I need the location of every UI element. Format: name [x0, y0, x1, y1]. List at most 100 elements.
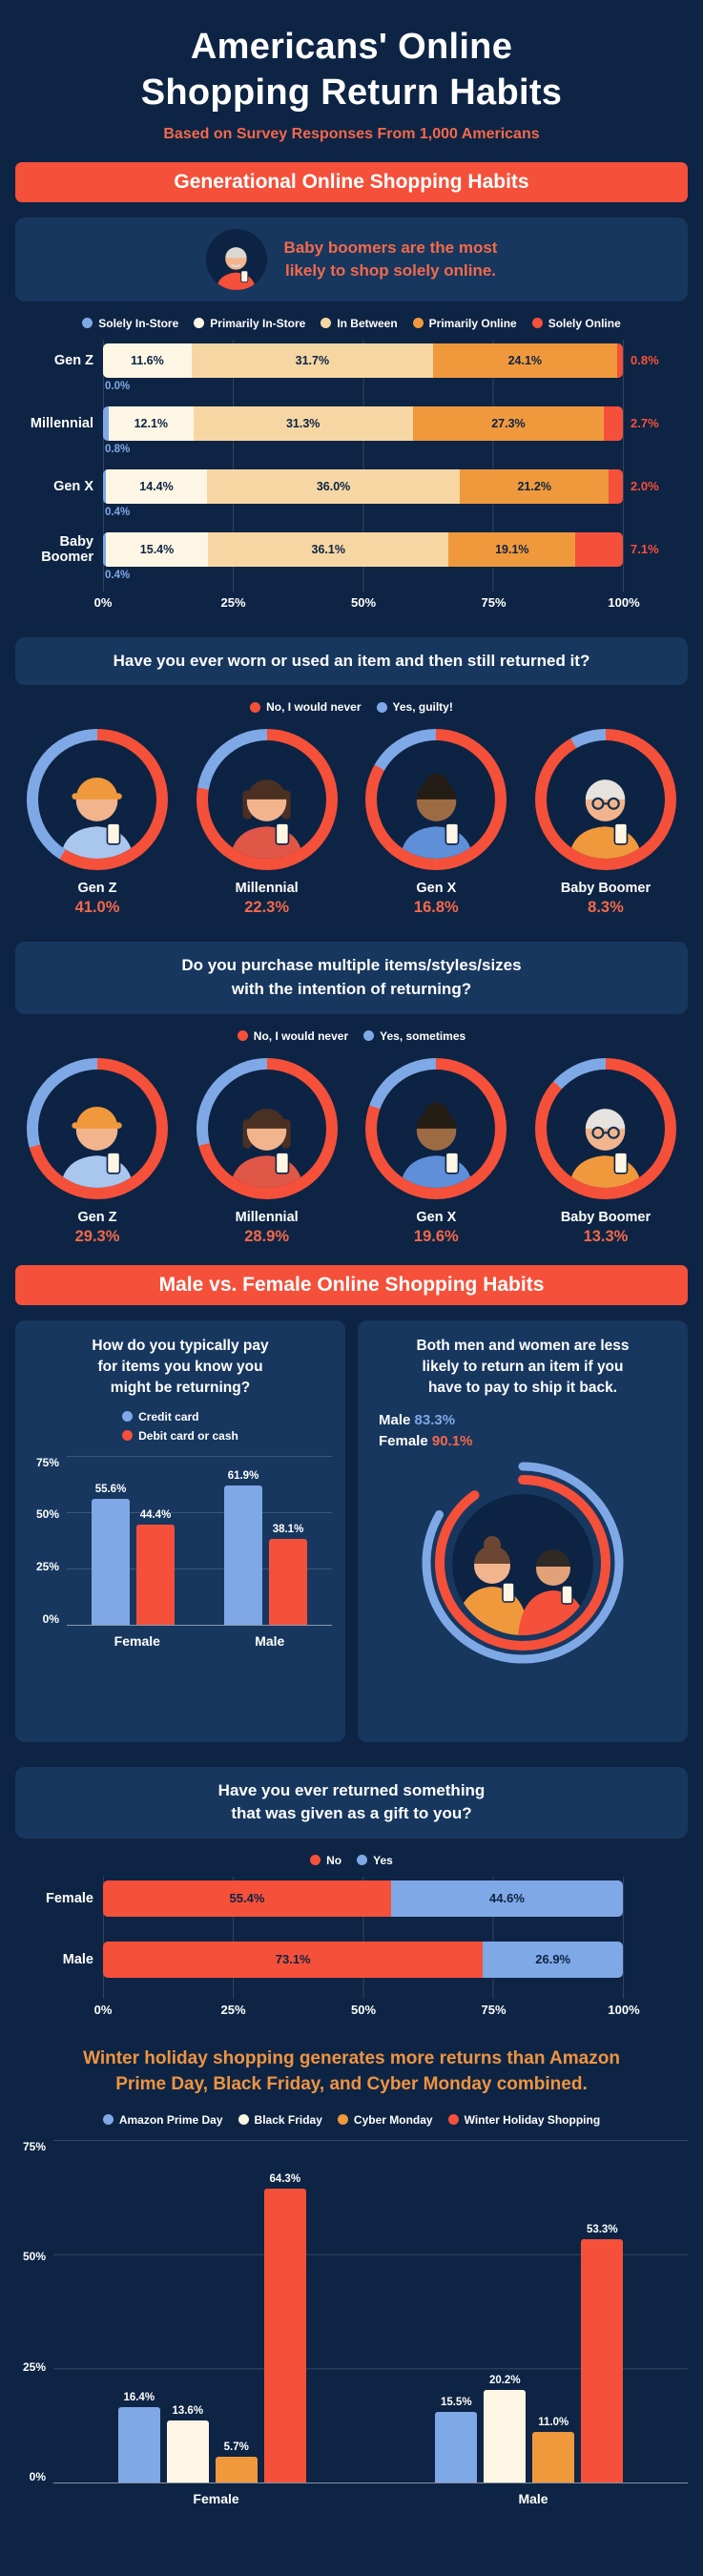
page-title-line1: Americans' Online — [190, 27, 513, 67]
payment-panel-title: How do you typically pay for items you k… — [92, 1337, 269, 1396]
group-female: 16.4% 13.6% 5.7% 64.3% — [117, 2140, 306, 2483]
bar-debit-cash — [269, 1538, 307, 1625]
donut-value: 41.0% — [74, 899, 120, 917]
segment-solely-online — [609, 468, 623, 504]
solely-online-callout-value: 0.8% — [631, 353, 659, 368]
gift-return-bars: Female 55.4% 44.6% Male 73.1% 26.9% 0% 2… — [15, 1876, 688, 2020]
gift-legend: No Yes — [15, 1854, 688, 1867]
bar-value: 61.9% — [227, 1469, 259, 1482]
segment-primarily-online: 19.1% — [448, 531, 576, 567]
male-stat: Male 83.3% — [379, 1411, 456, 1428]
donut-ring — [27, 729, 168, 871]
legend-item-yes: Yes — [357, 1854, 393, 1867]
x-axis: 0% 25% 50% 75% 100% — [93, 2002, 640, 2017]
bar-value: 53.3% — [586, 2223, 618, 2235]
segment-solely-in-store — [103, 405, 109, 441]
donut-ring — [196, 729, 338, 871]
stacked-bar: 73.1% 26.9% — [103, 1941, 623, 1978]
solely-online-callout-value: 7.1% — [631, 542, 659, 557]
gen-x-avatar-illustration — [377, 740, 496, 860]
female-stat: Female 90.1% — [379, 1433, 473, 1450]
segment-in-between: 31.3% — [193, 405, 413, 441]
donut-label: Baby Boomer — [560, 881, 651, 897]
legend-item-cyber-monday: Cyber Monday — [337, 2113, 433, 2127]
bar-value: 20.2% — [488, 2375, 521, 2387]
segment-in-between: 31.7% — [191, 343, 434, 378]
row-label: Millennial — [30, 415, 93, 431]
donut-millennial: Millennial 22.3% — [189, 729, 345, 917]
bar-value: 38.1% — [272, 1523, 304, 1535]
legend-item-no: No, I would never — [250, 700, 362, 714]
stacked-bar: 15.4% 36.1% 19.1% 0.4% — [103, 531, 623, 581]
stacked-bar: 55.4% 44.6% — [103, 1880, 623, 1917]
bar-winter-holiday — [581, 2238, 624, 2483]
segment-primarily-in-store: 12.1% — [108, 405, 194, 441]
holiday-section-title: Winter holiday shopping generates more r… — [83, 2047, 620, 2094]
holiday-returns-chart: 75% 50% 25% 0% 16.4% 13.6% 5.7% 64.3% 15… — [15, 2139, 688, 2506]
legend-item-in-between: In Between — [320, 317, 398, 330]
legend-item-primarily-in-store: Primarily In-Store — [194, 317, 305, 330]
holiday-legend: Amazon Prime Day Black Friday Cyber Mond… — [15, 2113, 688, 2127]
gen-x-avatar-illustration — [377, 1069, 496, 1188]
y-axis: 75% 50% 25% 0% — [35, 1455, 59, 1626]
bar-value: 15.5% — [440, 2396, 472, 2408]
legend-item-yes: Yes, guilty! — [376, 700, 453, 714]
solely-in-store-callout-value: 0.4% — [105, 506, 131, 518]
donut-millennial: Millennial 28.9% — [189, 1057, 345, 1246]
stacked-bar: 12.1% 31.3% 27.3% 0.8% — [103, 405, 623, 455]
generational-stacked-bar-chart: Gen Z 11.6% 31.7% 24.1% 0.0% 0.8% Millen… — [15, 339, 688, 613]
segment-solely-online — [604, 405, 623, 441]
donut-value: 28.9% — [244, 1227, 290, 1245]
segment-solely-in-store — [103, 531, 106, 567]
question-multiple-items: Do you purchase multiple items/styles/si… — [15, 942, 688, 1014]
two-women-illustration — [452, 1493, 593, 1635]
page-subtitle: Based on Survey Responses From 1,000 Ame… — [163, 125, 540, 142]
row-label: Baby Boomer — [41, 533, 93, 565]
donut-gen-z: Gen Z 41.0% — [19, 729, 176, 917]
multi-item-donuts: Gen Z 29.3% Millennial 28.9% Gen X 19.6%… — [15, 1057, 688, 1246]
donut-ring — [196, 1057, 338, 1199]
segment-primarily-online: 24.1% — [433, 343, 617, 378]
x-axis: 0% 25% 50% 75% 100% — [93, 594, 640, 610]
row-female: Female 55.4% 44.6% — [15, 1880, 688, 1917]
legend-item-credit-card: Credit card — [122, 1410, 238, 1423]
solely-in-store-callout-value: 0.8% — [105, 443, 131, 455]
donut-gen-z: Gen Z 29.3% — [19, 1057, 176, 1246]
female-arc — [435, 1474, 610, 1651]
row-baby-boomer: Baby Boomer 15.4% 36.1% 19.1% 0.4% 7.1% — [15, 531, 688, 581]
legend-dot-no-icon — [250, 701, 261, 713]
donut-label: Gen Z — [77, 1209, 117, 1225]
bar-black-friday — [166, 2420, 209, 2483]
legend-dot-winter-holiday-icon — [447, 2114, 459, 2126]
bar-debit-cash — [136, 1524, 175, 1625]
female-stat-value: 90.1% — [431, 1433, 473, 1450]
donut-ring — [365, 729, 507, 871]
donut-label: Millennial — [235, 881, 299, 897]
legend-item-primarily-online: Primarily Online — [412, 317, 517, 330]
legend-dot-debit-cash-icon — [122, 1430, 134, 1442]
question-worn-returned: Have you ever worn or used an item and t… — [15, 636, 688, 686]
segment-primarily-online: 21.2% — [460, 468, 610, 504]
row-label: Male — [62, 1951, 93, 1967]
page-title-line2: Shopping Return Habits — [140, 72, 563, 113]
legend-dot-solely-online-icon — [531, 318, 543, 329]
x-axis-categories: Female Male — [193, 2490, 548, 2506]
boomer-callout: Baby boomers are the most likely to shop… — [15, 217, 688, 301]
donut-value: 29.3% — [74, 1227, 120, 1245]
solely-in-store-callout-value: 0.0% — [105, 380, 131, 392]
question-gift-return: Have you ever returned something that wa… — [15, 1766, 688, 1839]
solely-in-store-callout-value: 0.4% — [105, 569, 131, 581]
donut-value: 13.3% — [583, 1227, 629, 1245]
donut-label: Millennial — [235, 1209, 299, 1225]
legend-dot-solely-in-store-icon — [82, 318, 93, 329]
segment-no: 55.4% — [103, 1880, 391, 1917]
row-male: Male 73.1% 26.9% — [15, 1941, 688, 1978]
bar-cyber-monday — [215, 2456, 258, 2483]
male-female-section-banner: Male vs. Female Online Shopping Habits — [15, 1264, 688, 1305]
stacked-bar: 11.6% 31.7% 24.1% 0.0% — [103, 343, 623, 392]
legend-item-black-friday: Black Friday — [238, 2113, 322, 2127]
row-millennial: Millennial 12.1% 31.3% 27.3% 0.8% 2.7% — [15, 405, 688, 455]
segment-primarily-in-store: 11.6% — [103, 343, 192, 378]
legend-dot-yes-icon — [363, 1030, 375, 1042]
